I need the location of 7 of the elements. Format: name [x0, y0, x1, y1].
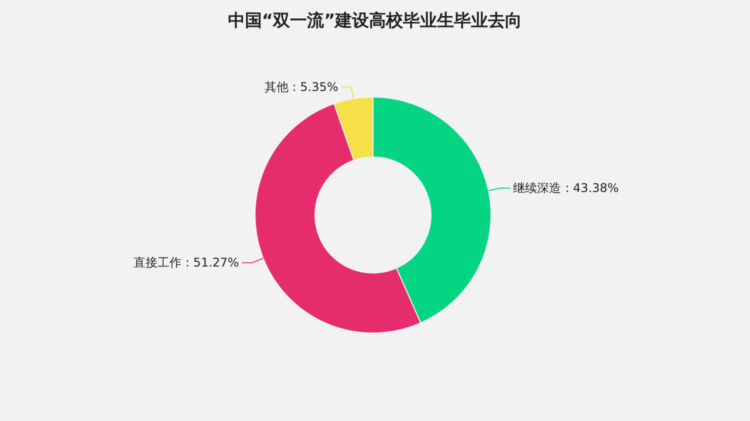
data-label: : 51.27% — [185, 256, 240, 270]
data-label: : 43.38% — [565, 181, 619, 196]
slice-label: 继续深造 — [513, 181, 562, 196]
slice-label: 其他 — [264, 80, 288, 94]
chart-title: 中国“双一流”建设高校毕业生毕业去向 — [228, 11, 522, 31]
slice-label: 直接工作 — [133, 256, 182, 270]
data-label: : 5.35% — [292, 80, 338, 94]
